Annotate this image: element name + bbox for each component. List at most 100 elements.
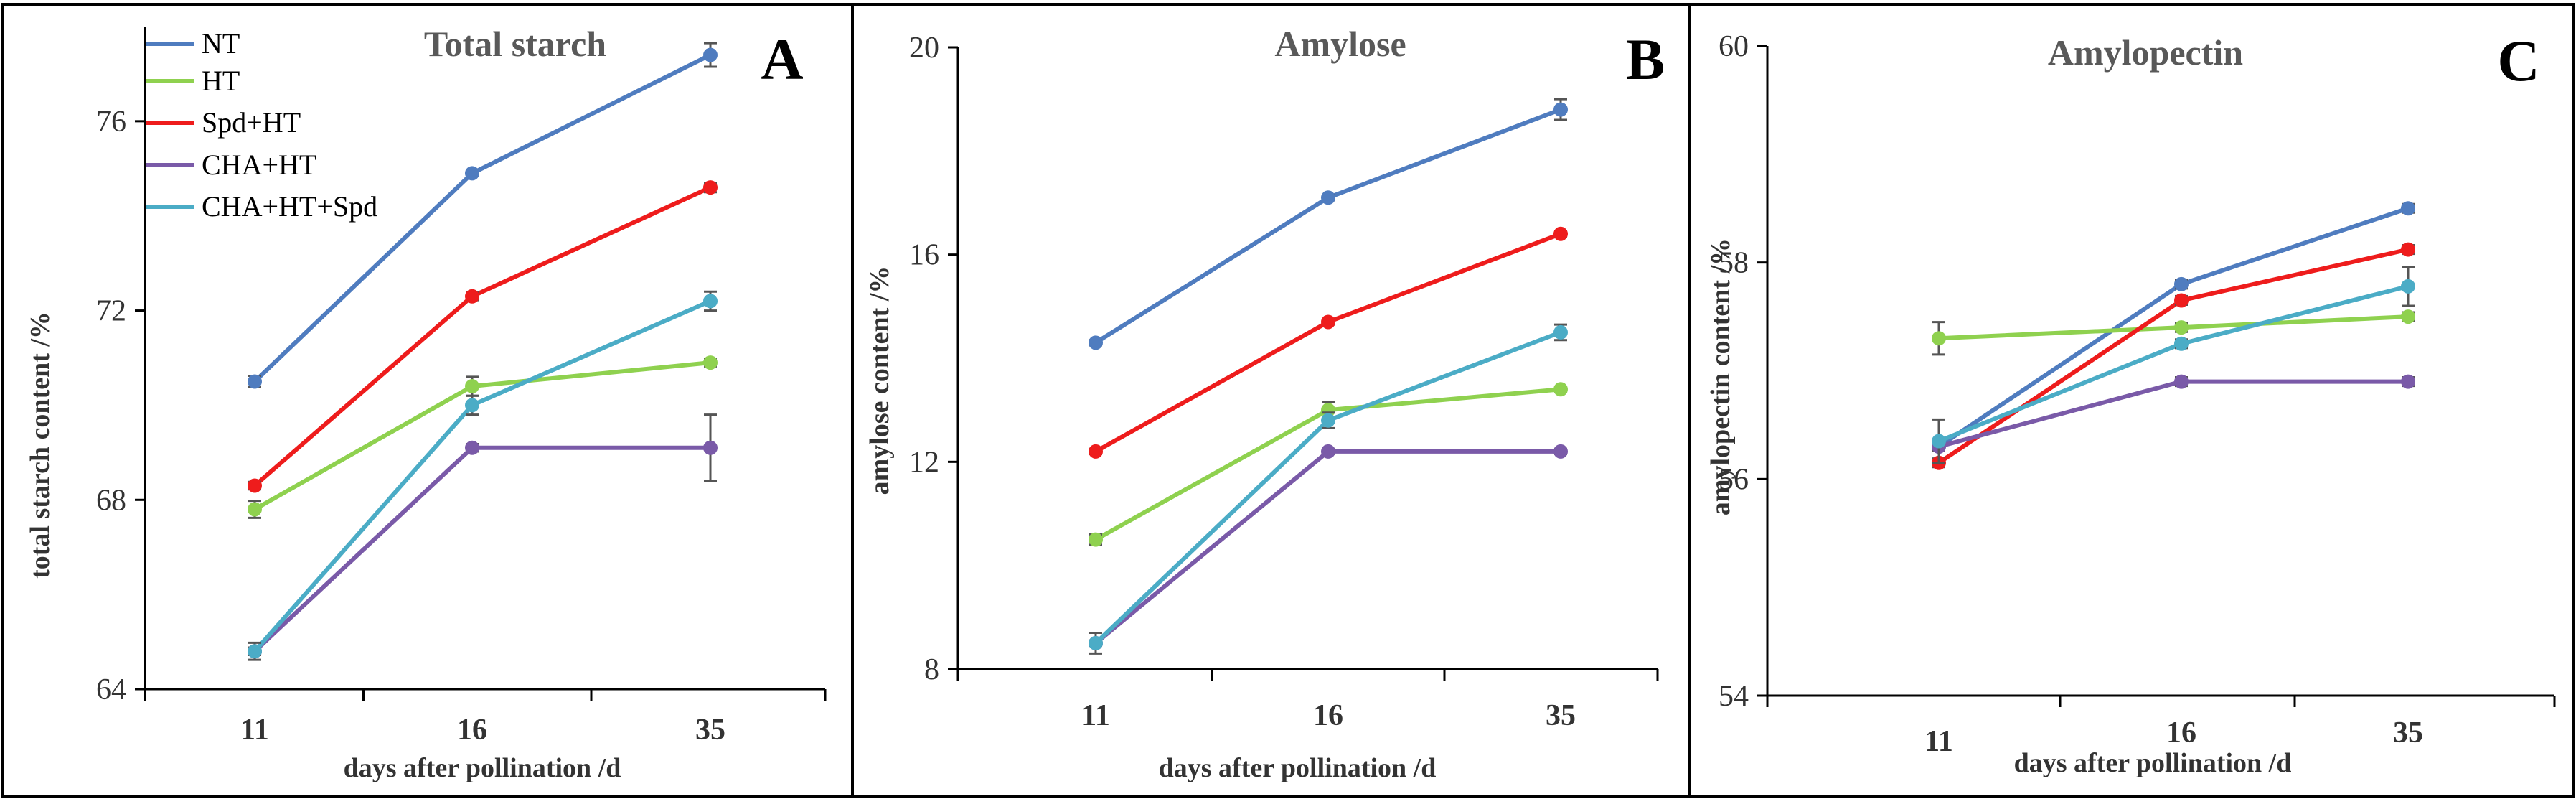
panel-a-point-nt — [465, 166, 479, 181]
panel-c: Amylopectin C amylopectin content /% day… — [1706, 28, 2556, 778]
panel-b: Amylose B amylose content /% days after … — [865, 24, 1665, 783]
panel-c-series-cha-ht — [1932, 374, 2415, 454]
panel-b-title: Amylose — [1274, 24, 1406, 64]
legend-item-cha-ht: CHA+HT — [146, 149, 316, 181]
panel-c-x-tick-label: 35 — [2393, 716, 2423, 749]
legend-label-spd-ht: Spd+HT — [202, 106, 301, 139]
panel-c-x-tick-label: 16 — [2166, 716, 2196, 749]
panel-a-x-tick-label: 16 — [457, 714, 487, 747]
panel-a-point-spd-ht — [703, 180, 718, 195]
panel-b-point-spd-ht — [1089, 444, 1103, 459]
legend-label-cha-ht-spd: CHA+HT+Spd — [202, 190, 377, 223]
legend-label-cha-ht: CHA+HT — [202, 149, 316, 181]
panel-a-x-tick-label: 35 — [695, 714, 725, 747]
panel-a-series-nt — [248, 42, 718, 389]
panel-b-point-nt — [1321, 190, 1335, 205]
panel-a-series-cha-ht-spd — [248, 290, 718, 661]
panel-a-point-spd-ht — [465, 289, 479, 304]
panel-c-y-tick-label: 54 — [1719, 680, 1749, 713]
legend-label-nt: NT — [202, 27, 240, 60]
panel-b-point-spd-ht — [1553, 226, 1568, 241]
panel-a-x-label: days after pollination /d — [344, 753, 621, 783]
panel-a-title: Total starch — [424, 24, 606, 64]
panel-b-y-tick-label: 8 — [924, 653, 939, 686]
panel-a-point-cha-ht — [703, 440, 718, 455]
panel-c-letter: C — [2497, 28, 2539, 93]
panel-b-point-spd-ht — [1321, 314, 1335, 330]
panel-a-point-ht — [703, 355, 718, 370]
panel-c-y-tick-label: 58 — [1719, 247, 1749, 280]
panel-a-y-tick-label: 76 — [96, 106, 126, 139]
panel-b-y-tick-label: 12 — [909, 446, 939, 479]
panel-b-point-nt — [1553, 102, 1568, 117]
panel-c-point-cha-ht — [2174, 374, 2189, 389]
panel-b-x-label: days after pollination /d — [1159, 753, 1437, 783]
figure-frame — [1, 3, 2575, 798]
panel-b-y-tick-label: 20 — [909, 32, 939, 65]
panel-c-point-ht — [2174, 320, 2189, 335]
panel-b-y-label: amylose content /% — [865, 266, 895, 495]
panel-a-y-tick-label: 68 — [96, 484, 126, 517]
panel-c-point-spd-ht — [2174, 293, 2189, 308]
panel-a-y-tick-label: 64 — [96, 673, 126, 706]
panel-a-point-nt — [703, 47, 718, 62]
panel-c-point-cha-ht-spd — [2401, 279, 2415, 294]
panel-a-y-label: total starch content /% — [25, 312, 55, 579]
panel-c-point-ht — [1932, 331, 1946, 346]
legend-label-ht: HT — [202, 65, 240, 97]
panel-b-point-cha-ht — [1553, 444, 1568, 459]
panel-a-point-cha-ht-spd — [465, 398, 479, 413]
panel-c-x-tick-label: 11 — [1924, 725, 1953, 758]
legend-item-ht: HT — [146, 65, 240, 97]
panel-a-point-ht — [248, 502, 262, 517]
panel-a-plot: 64 68 72 76 11 16 35 — [96, 27, 827, 747]
panel-c-point-nt — [2401, 201, 2415, 216]
legend-item-cha-ht-spd: CHA+HT+Spd — [146, 190, 377, 223]
panel-b-series-nt — [1089, 98, 1568, 350]
panel-b-point-cha-ht-spd — [1553, 324, 1568, 340]
panel-b-point-ht — [1553, 382, 1568, 397]
panel-c-series-ht — [1932, 309, 2415, 356]
panel-a-point-ht — [465, 379, 479, 394]
panel-a-point-cha-ht — [465, 440, 479, 455]
panel-c-point-spd-ht — [2401, 242, 2415, 257]
panel-b-x-tick-label: 16 — [1313, 699, 1343, 732]
panel-b-point-cha-ht-spd — [1321, 413, 1335, 428]
panel-c-plot: 54 56 58 60 11 16 35 — [1719, 30, 2556, 758]
legend-item-spd-ht: Spd+HT — [146, 106, 301, 139]
panel-c-y-tick-label: 56 — [1719, 463, 1749, 496]
panel-a-point-cha-ht-spd — [248, 644, 262, 659]
legend-item-nt: NT — [146, 27, 240, 60]
panel-c-y-label: amylopectin content /% — [1706, 238, 1736, 515]
panel-a-point-spd-ht — [248, 478, 262, 493]
panel-a: Total starch A total starch content /% d… — [25, 24, 827, 783]
panel-c-point-cha-ht-spd — [1932, 434, 1946, 449]
panel-b-plot: 8 12 16 20 11 16 35 — [909, 32, 1659, 732]
panel-b-x-tick-label: 11 — [1081, 699, 1110, 732]
panel-c-series-cha-ht-spd — [1932, 266, 2415, 464]
panel-c-x-label: days after pollination /d — [2014, 748, 2292, 778]
panel-b-point-cha-ht — [1321, 444, 1335, 459]
panel-a-x-tick-label: 11 — [240, 714, 269, 747]
panel-b-series-ht — [1089, 382, 1568, 547]
panel-c-point-cha-ht — [2401, 374, 2415, 389]
panel-c-point-nt — [2174, 276, 2189, 291]
panel-c-point-cha-ht-spd — [2174, 336, 2189, 351]
panel-b-letter: B — [1626, 27, 1665, 92]
panel-b-series-cha-ht-spd — [1089, 323, 1568, 655]
panel-a-y-tick-label: 72 — [96, 295, 126, 328]
panel-a-series-ht — [248, 355, 718, 519]
panel-b-point-ht — [1089, 532, 1103, 547]
legend: NT HT Spd+HT CHA+HT CHA+HT+Spd — [146, 27, 377, 223]
panel-a-series-spd-ht — [248, 180, 718, 493]
panel-a-letter: A — [761, 27, 803, 92]
panel-c-point-ht — [2401, 309, 2415, 324]
panel-a-point-nt — [248, 374, 262, 389]
panel-b-x-tick-label: 35 — [1546, 699, 1576, 732]
panel-b-series-spd-ht — [1089, 226, 1568, 459]
panel-b-y-tick-label: 16 — [909, 239, 939, 272]
panel-b-point-nt — [1089, 335, 1103, 350]
panel-b-point-cha-ht-spd — [1089, 635, 1103, 650]
panel-c-y-tick-label: 60 — [1719, 30, 1749, 63]
